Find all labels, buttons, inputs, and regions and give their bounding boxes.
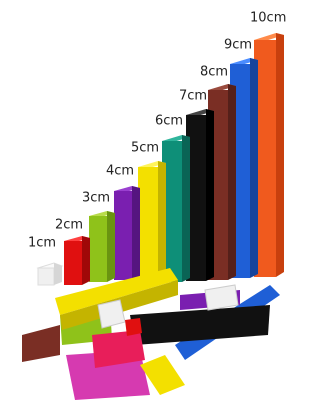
length-label: 9cm — [224, 38, 252, 53]
cube-red — [125, 318, 142, 336]
rod-side — [132, 186, 140, 280]
rod-side — [54, 263, 62, 285]
rod-red — [64, 241, 82, 285]
photo: 1cm 2cm 3cm 4cm 5cm 6cm 7cm 8cm 9cm 10cm — [0, 0, 289, 409]
length-label: 10cm — [250, 11, 286, 26]
length-label: 2cm — [55, 218, 83, 233]
rod-side — [228, 84, 236, 280]
rod-side — [82, 236, 90, 285]
rod-side — [107, 211, 115, 282]
length-label: 1cm — [28, 236, 56, 251]
length-label: 4cm — [106, 164, 134, 179]
length-label: 3cm — [82, 191, 110, 206]
rod-purple — [114, 191, 132, 280]
length-label: 6cm — [155, 114, 183, 129]
rod-side — [250, 58, 258, 278]
rod-side — [158, 161, 166, 280]
cube-white — [205, 285, 238, 310]
rod-side — [206, 109, 214, 281]
rod-green — [89, 216, 107, 282]
rod-side — [182, 135, 190, 282]
rod-white — [38, 268, 54, 285]
length-label: 8cm — [200, 65, 228, 80]
rod-side — [276, 33, 284, 277]
length-label: 5cm — [131, 141, 159, 156]
rod-yellow — [138, 167, 158, 280]
length-label: 7cm — [179, 89, 207, 104]
